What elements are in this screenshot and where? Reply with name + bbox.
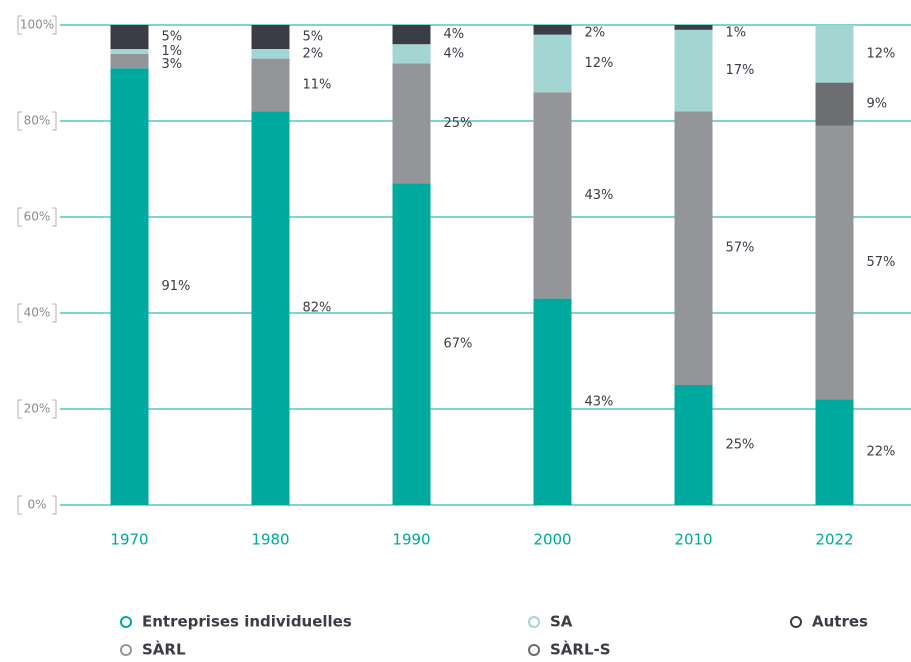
legend-label: SÀRL-S <box>550 640 611 659</box>
data-label: 1% <box>726 26 747 41</box>
bar-segment <box>674 111 713 386</box>
data-label: 25% <box>444 116 473 131</box>
data-label: 57% <box>726 241 755 256</box>
bar-segment <box>674 25 713 30</box>
bar-segment <box>110 49 149 54</box>
bar-segment <box>110 25 149 49</box>
tick-bg <box>14 399 60 419</box>
legend-label: SA <box>550 613 573 631</box>
data-label: 91% <box>162 279 191 294</box>
legend-label: SÀRL <box>142 640 186 659</box>
data-label: 4% <box>444 46 465 61</box>
bar-segment <box>392 44 431 64</box>
data-label: 11% <box>303 78 332 93</box>
x-tick-label: 2010 <box>674 531 712 549</box>
x-tick-label: 2000 <box>533 531 571 549</box>
legend-marker <box>790 616 802 628</box>
tick-bracket <box>17 495 57 515</box>
legend-marker <box>120 644 132 656</box>
data-label: 17% <box>726 63 755 78</box>
data-label: 57% <box>867 255 896 270</box>
data-label: 43% <box>585 394 614 409</box>
data-label: 4% <box>444 27 465 42</box>
data-label: 22% <box>867 445 896 460</box>
y-tick-label: 80% <box>24 114 51 128</box>
bar-segment <box>815 399 854 505</box>
data-label: 12% <box>585 56 614 71</box>
tick-bg <box>14 495 60 515</box>
data-label: 2% <box>585 26 606 41</box>
data-label: 5% <box>303 30 324 45</box>
bar-segment <box>533 92 572 299</box>
data-label: 5% <box>162 30 183 45</box>
bar-segment <box>392 183 431 505</box>
tick-bg <box>14 15 60 35</box>
data-label: 67% <box>444 337 473 352</box>
y-tick-label: 100% <box>20 18 54 32</box>
tick-bracket <box>17 207 57 227</box>
bar-segment <box>674 29 713 112</box>
y-tick-label: 40% <box>24 306 51 320</box>
data-label: 1% <box>162 44 183 59</box>
tick-bracket <box>17 303 57 323</box>
legend-label: Entreprises individuelles <box>142 613 352 631</box>
bar-segment <box>674 385 713 505</box>
bar-segment <box>110 68 149 505</box>
legend-marker <box>528 616 540 628</box>
tick-bg <box>14 303 60 323</box>
y-tick-label: 0% <box>27 498 46 512</box>
bar-segment <box>110 53 149 69</box>
bar-segment <box>533 298 572 505</box>
bar-segment <box>251 25 290 49</box>
data-label: 82% <box>303 301 332 316</box>
bar-segment <box>533 25 572 35</box>
data-label: 9% <box>867 97 888 112</box>
data-label: 3% <box>162 57 183 72</box>
tick-bg <box>14 111 60 131</box>
legend-marker <box>120 616 132 628</box>
x-tick-label: 1970 <box>110 531 148 549</box>
bar-segment <box>392 63 431 184</box>
tick-bracket <box>17 399 57 419</box>
y-tick-label: 60% <box>24 210 51 224</box>
bar-segment <box>815 125 854 400</box>
x-tick-label: 1980 <box>251 531 289 549</box>
tick-bracket <box>17 111 57 131</box>
x-tick-label: 1990 <box>392 531 430 549</box>
bar-segment <box>815 25 854 83</box>
bar-segment <box>815 82 854 126</box>
legend-label: Autres <box>812 613 868 631</box>
legend-marker <box>528 644 540 656</box>
data-label: 25% <box>726 438 755 453</box>
bar-segment <box>251 111 290 506</box>
bar-segment <box>251 58 290 112</box>
data-label: 43% <box>585 188 614 203</box>
bar-segment <box>392 25 431 45</box>
data-label: 2% <box>303 46 324 61</box>
tick-bracket <box>17 15 57 35</box>
bar-segment <box>251 49 290 59</box>
x-tick-label: 2022 <box>815 531 853 549</box>
bar-segment <box>533 34 572 93</box>
y-tick-label: 20% <box>24 402 51 416</box>
data-label: 12% <box>867 46 896 61</box>
tick-bg <box>14 207 60 227</box>
